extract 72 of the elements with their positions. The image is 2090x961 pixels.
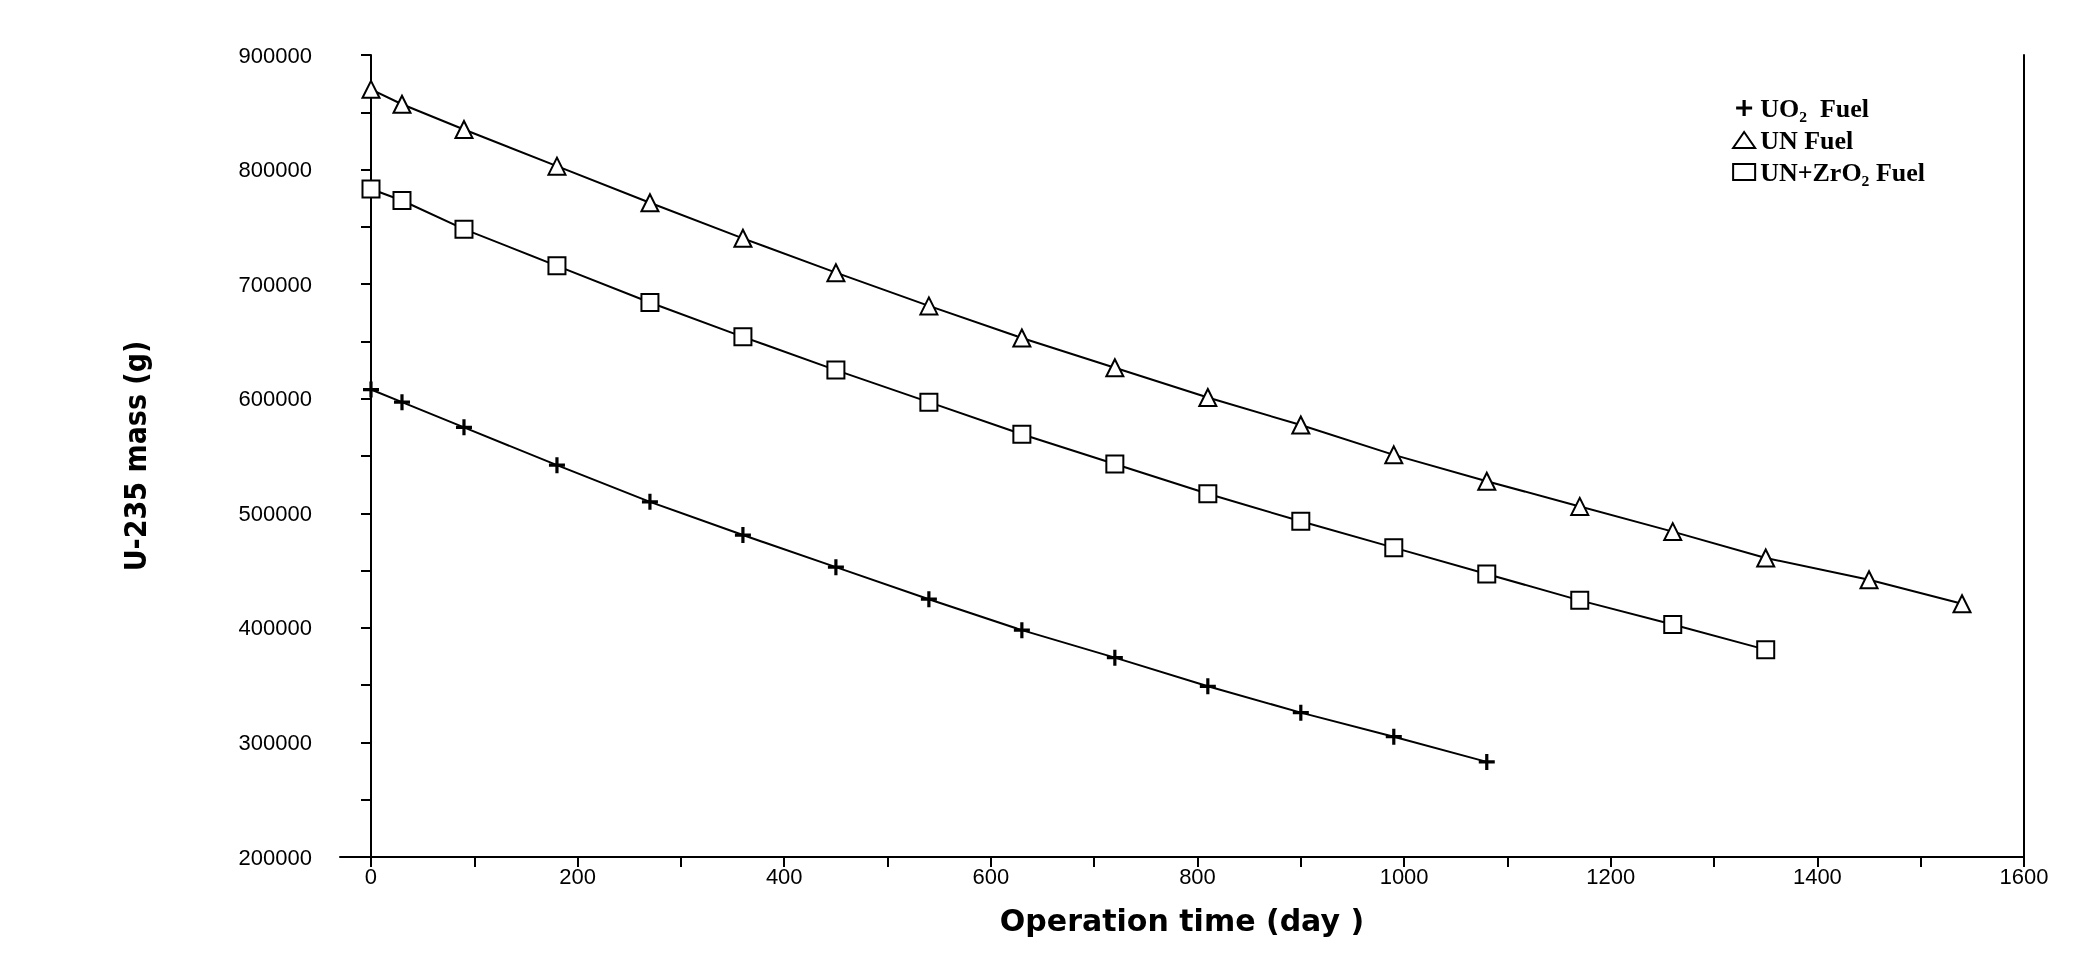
y-tick-label: 300000: [238, 729, 312, 755]
point: [1952, 594, 1972, 614]
point: [1291, 511, 1311, 531]
point: [1663, 522, 1683, 542]
point: [1570, 496, 1590, 516]
point: [733, 228, 753, 248]
x-tick-label: 1400: [1792, 863, 1842, 889]
point: [826, 360, 846, 380]
point: [1198, 484, 1218, 504]
legend-label: UN Fuel: [1760, 125, 1854, 155]
point: [733, 327, 753, 347]
point: [547, 256, 567, 276]
point: [1570, 590, 1590, 610]
point: [919, 392, 939, 412]
x-tick-label: 1200: [1586, 863, 1636, 889]
point: [1199, 678, 1216, 695]
y-tick-label: 900000: [238, 42, 312, 68]
legend-label: UN+ZrO₂ Fuel: [1760, 157, 1925, 187]
point: [1105, 454, 1125, 474]
point: [1291, 415, 1311, 435]
point: [392, 94, 412, 114]
x-tick-label: 1600: [1999, 863, 2049, 889]
point: [826, 263, 846, 283]
y-tick-label: 800000: [238, 157, 312, 183]
y-tick-label: 700000: [238, 271, 312, 297]
point: [393, 394, 410, 411]
point: [361, 79, 381, 99]
point: [1198, 388, 1218, 408]
point: [827, 559, 844, 576]
point: [1105, 358, 1125, 378]
point: [1477, 564, 1497, 584]
point: [392, 191, 412, 211]
point: [1385, 728, 1402, 745]
point: [362, 381, 379, 398]
point: [1106, 649, 1123, 666]
point: [640, 292, 660, 312]
point: [1012, 328, 1032, 348]
point: [1478, 753, 1495, 770]
point: [919, 296, 939, 316]
y-axis-title: U-235 mass (g): [117, 340, 153, 572]
point: [1756, 548, 1776, 568]
x-axis-title: Operation time (day ): [999, 902, 1365, 938]
point: [1292, 704, 1309, 721]
point: [920, 591, 937, 608]
point: [1477, 471, 1497, 491]
x-tick-label: 800: [1179, 863, 1216, 889]
point: [1859, 570, 1879, 590]
y-tick-label: 500000: [238, 500, 312, 526]
point: [454, 119, 474, 139]
x-tick-label: 1000: [1379, 863, 1429, 889]
y-tick-label: 600000: [238, 386, 312, 412]
point: [1663, 614, 1683, 634]
point: [640, 193, 660, 213]
point: [1012, 424, 1032, 444]
y-tick-label: 400000: [238, 615, 312, 641]
x-tick-label: 200: [559, 863, 596, 889]
point: [547, 156, 567, 176]
point: [1384, 538, 1404, 558]
x-tick-label: 400: [765, 863, 803, 889]
point: [641, 493, 658, 510]
legend-label: UO₂ Fuel: [1760, 93, 1870, 123]
point: [1756, 640, 1776, 660]
point: [361, 179, 381, 199]
point: [454, 219, 474, 239]
point: [455, 419, 472, 436]
x-tick-label: 600: [972, 863, 1010, 889]
point: [548, 457, 565, 474]
y-tick-label: 200000: [238, 844, 312, 870]
point: [734, 527, 751, 544]
x-tick-label: 0: [364, 863, 378, 889]
point: [1384, 445, 1404, 465]
point: [1013, 622, 1030, 639]
